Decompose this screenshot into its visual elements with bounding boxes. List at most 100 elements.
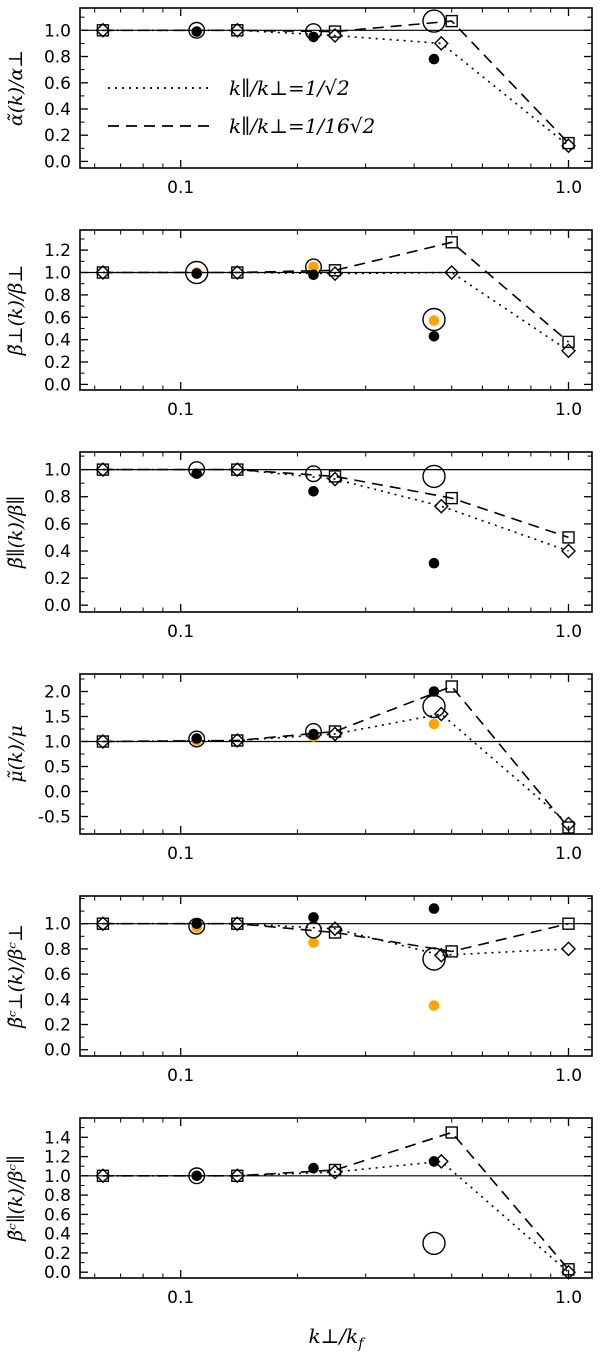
series-line-dashed: [102, 685, 570, 829]
open-circle-marker: [188, 730, 206, 748]
y-tick-label: 0.2: [44, 126, 71, 146]
diamond-marker: [95, 734, 111, 749]
filled-orange-marker: [308, 937, 319, 948]
x-axis-label-text: k⊥/k: [308, 1324, 359, 1348]
open-circle-marker: [422, 694, 446, 719]
open-circle-marker: [305, 723, 323, 741]
filled-black-marker: [428, 686, 440, 697]
y-tick-label: 0.0: [44, 1041, 71, 1061]
diamond-marker: [229, 265, 245, 280]
y-tick-label: 0.2: [44, 1244, 71, 1264]
filled-black-marker: [191, 268, 202, 279]
series-line-dotted: [102, 922, 569, 957]
y-tick-label: 0.8: [44, 940, 71, 960]
x-tick-label: 0.1: [167, 178, 194, 198]
square-marker: [328, 725, 342, 738]
y-tick-label: 0.6: [44, 1205, 71, 1225]
y-tick-label: 0.6: [44, 515, 71, 535]
open-circle-marker: [422, 1231, 446, 1256]
y-tick-label: 0.0: [44, 783, 71, 803]
filled-black-marker: [428, 53, 440, 65]
filled-black-marker: [191, 918, 202, 929]
x-tick-label: 1.0: [555, 1288, 582, 1308]
y-tick-label: 0.4: [44, 542, 71, 562]
filled-black-marker: [191, 733, 202, 744]
square-marker: [231, 1169, 244, 1182]
diamond-marker: [327, 28, 343, 43]
legend: k∥/k⊥=1/√2 k∥/k⊥=1/16√2: [108, 74, 375, 140]
open-circle-marker: [305, 23, 323, 41]
square-marker: [231, 266, 244, 279]
y-tick-label: 0.4: [44, 100, 71, 120]
open-circle-marker: [305, 258, 323, 276]
series-line-dotted: [102, 271, 569, 352]
open-circle-marker: [305, 921, 323, 939]
filled-black-marker: [308, 728, 319, 740]
y-tick-label: 0.0: [44, 1263, 71, 1283]
beta-par-c-plot: 0.1 1.00.00.20.40.60.81.01.21.4: [44, 1117, 593, 1308]
open-circle-marker: [422, 9, 446, 33]
square-marker: [445, 491, 458, 505]
y-tick-label: 1.2: [44, 241, 71, 261]
dashed-line-sample: [108, 125, 213, 127]
axes-box: [79, 895, 593, 1057]
y-tick-label: 0.4: [44, 331, 71, 351]
diamond-marker: [229, 916, 245, 932]
beta-par-plot: 0.1 1.0 0.0 0.2 0.4 0.6 0.8 1.0: [44, 451, 593, 642]
filled-orange-marker: [428, 1000, 440, 1011]
series-line-dotted: [102, 713, 570, 825]
open-circle-marker: [188, 1167, 206, 1185]
series-line-dotted: [102, 29, 570, 147]
x-tick-label: 1.0: [555, 400, 582, 420]
square-marker: [445, 1126, 458, 1139]
series-line-dotted: [102, 468, 569, 552]
filled-black-marker: [308, 486, 319, 497]
square-marker: [328, 470, 342, 483]
square-marker: [231, 463, 244, 476]
open-circle-marker: [188, 917, 206, 935]
diamond-marker: [561, 138, 576, 154]
square-marker: [231, 24, 244, 37]
filled-black-marker: [308, 912, 319, 923]
diamond-marker: [327, 471, 343, 487]
y-tick-label: 0.0: [44, 596, 71, 616]
y-tick-label: 1.0: [44, 915, 71, 935]
square-marker: [96, 24, 110, 37]
x-tick-label: 1.0: [555, 178, 582, 198]
axes-box: [79, 1117, 593, 1279]
square-marker: [562, 335, 575, 349]
open-circle-marker: [422, 947, 446, 971]
diamond-marker: [561, 941, 576, 957]
square-marker: [445, 945, 458, 958]
y-tick-label: 0.8: [44, 286, 71, 306]
square-marker: [328, 926, 342, 939]
x-tick-label: 0.1: [167, 844, 194, 864]
panel-beta-perp-c: β̃ᶜ⊥(k)/βᶜ⊥ 0.1 1.0 0.0 0.2 0.4 0.6 0.8 1.0: [0, 888, 600, 1110]
open-circle-marker: [422, 307, 446, 332]
panel-mu: μ̃(k)/μ 0.1 1.0 -0.5 0.0 0.5 1.0 1.5 2.0: [0, 666, 600, 888]
square-marker: [445, 236, 458, 249]
y-tick-label: 2.0: [44, 683, 71, 703]
y-tick-label: 1.5: [44, 708, 71, 728]
diamond-marker: [561, 543, 576, 559]
square-marker: [96, 735, 110, 748]
y-tick-label: 0.8: [44, 48, 71, 68]
square-marker: [96, 917, 110, 930]
legend-label-dotted: k∥/k⊥=1/√2: [229, 76, 350, 100]
axes-box: [79, 451, 593, 613]
diamond-marker: [561, 343, 576, 359]
diamond-marker: [229, 462, 245, 478]
diamond-marker: [444, 265, 460, 280]
diamond-marker: [95, 265, 111, 280]
square-marker: [231, 734, 244, 747]
panel-beta-par: β̃∥(k)/β∥ 0.1 1.0 0.0 0.2 0.4 0.6 0.8 1.0: [0, 444, 600, 666]
legend-item-dashed: k∥/k⊥=1/16√2: [108, 112, 375, 140]
y-tick-label: 0.0: [44, 152, 71, 172]
y-tick-label: 0.6: [44, 308, 71, 328]
diamond-marker: [433, 706, 449, 722]
filled-black-marker: [191, 1170, 202, 1182]
series-line-dashed: [102, 1131, 570, 1270]
filled-orange-marker: [308, 261, 319, 273]
x-axis-label-sub: f: [358, 1336, 364, 1352]
